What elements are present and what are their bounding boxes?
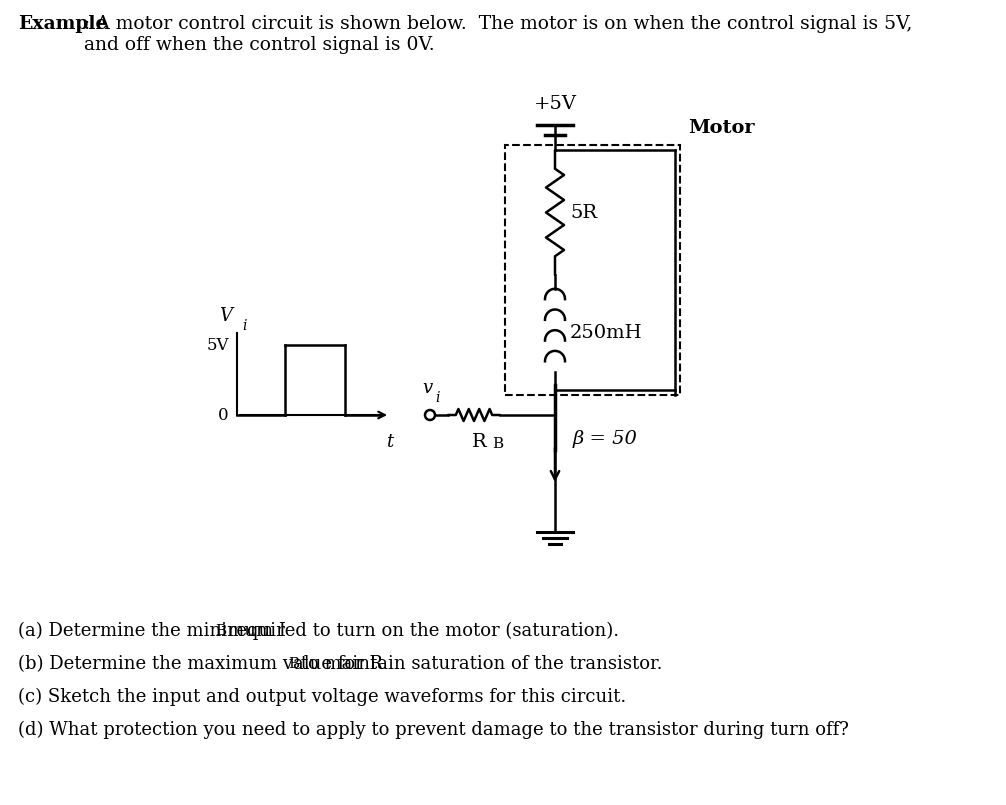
Text: β = 50: β = 50 [573, 430, 638, 448]
Text: t: t [386, 433, 393, 451]
Text: (d) What protection you need to apply to prevent damage to the transistor during: (d) What protection you need to apply to… [18, 721, 849, 739]
Bar [505, 145, 680, 395]
Text: B: B [215, 625, 226, 638]
Text: 250mH: 250mH [570, 324, 643, 341]
Text: v: v [422, 379, 432, 397]
Text: B: B [492, 437, 503, 451]
Text: 5R: 5R [570, 204, 598, 221]
Text: required to turn on the motor (saturation).: required to turn on the motor (saturatio… [222, 622, 620, 640]
Text: : A motor control circuit is shown below.  The motor is on when the control sign: : A motor control circuit is shown below… [85, 15, 912, 54]
Text: i: i [435, 391, 440, 405]
Text: +5V: +5V [533, 95, 576, 113]
Text: (c) Sketch the input and output voltage waveforms for this circuit.: (c) Sketch the input and output voltage … [18, 688, 627, 706]
Text: i: i [242, 319, 246, 333]
Text: Motor: Motor [688, 119, 754, 137]
Text: to maintain saturation of the transistor.: to maintain saturation of the transistor… [295, 655, 663, 673]
Text: B: B [288, 658, 299, 671]
Text: 5V: 5V [206, 336, 229, 353]
Text: V: V [219, 307, 232, 325]
Text: (a) Determine the minimum I: (a) Determine the minimum I [18, 622, 286, 640]
Text: 0: 0 [218, 407, 229, 423]
Text: R: R [472, 433, 486, 451]
Text: (b) Determine the maximum value for R: (b) Determine the maximum value for R [18, 655, 383, 673]
Text: Example: Example [18, 15, 108, 33]
